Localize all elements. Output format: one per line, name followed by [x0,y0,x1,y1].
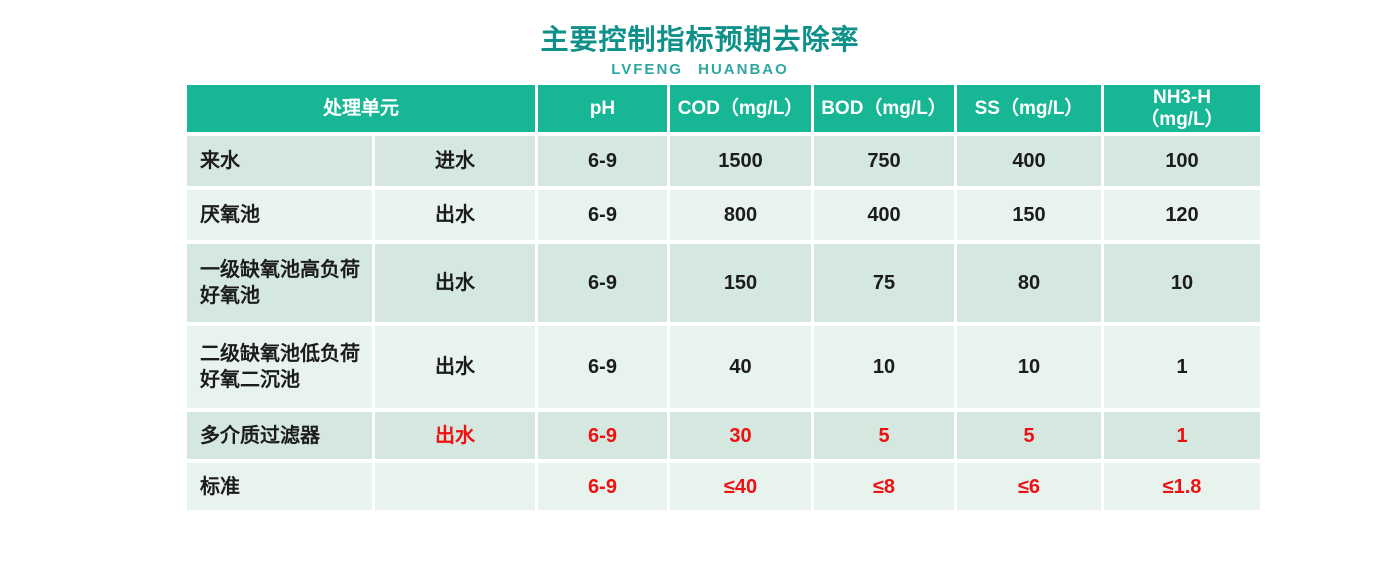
table-row-stage1-anoxic-aerobic: 一级缺氧池高负荷好氧池 出水 6-9 150 75 80 10 [187,244,1260,323]
nh3-cell: 120 [1104,190,1260,241]
bod-cell: 400 [814,190,954,241]
bod-cell: 5 [814,412,954,460]
ss-cell: 5 [957,412,1101,460]
ss-cell: ≤6 [957,463,1101,511]
table-row-multimedia-filter: 多介质过滤器 出水 6-9 30 5 5 1 [187,412,1260,460]
flow-cell: 出水 [375,244,535,323]
flow-cell: 进水 [375,136,535,187]
flow-cell: 出水 [375,412,535,460]
column-header-nh3: NH3-H （mg/L） [1104,84,1260,133]
table-row-stage2-anoxic-clarifier: 二级缺氧池低负荷好氧二沉池 出水 6-9 40 10 10 1 [187,326,1260,409]
cod-cell: 800 [670,190,811,241]
flow-cell [375,463,535,511]
column-header-ss: SS（mg/L） [957,84,1101,133]
table-row-anaerobic-tank: 厌氧池 出水 6-9 800 400 150 120 [187,190,1260,241]
column-header-unit: 处理单元 [187,84,535,133]
cod-cell: ≤40 [670,463,811,511]
column-header-cod: COD（mg/L） [670,84,811,133]
unit-cell: 多介质过滤器 [187,412,372,460]
unit-cell: 一级缺氧池高负荷好氧池 [187,244,372,323]
bod-cell: 75 [814,244,954,323]
ss-cell: 10 [957,326,1101,409]
ph-cell: 6-9 [538,244,667,323]
bod-cell: 750 [814,136,954,187]
cod-cell: 1500 [670,136,811,187]
table-row-standard: 标准 6-9 ≤40 ≤8 ≤6 ≤1.8 [187,463,1260,511]
unit-cell: 厌氧池 [187,190,372,241]
flow-cell: 出水 [375,190,535,241]
nh3-cell: 100 [1104,136,1260,187]
page-title: 主要控制指标预期去除率 [540,24,860,55]
table-row-incoming-water: 来水 进水 6-9 1500 750 400 100 [187,136,1260,187]
ph-cell: 6-9 [538,412,667,460]
cod-cell: 40 [670,326,811,409]
nh3-cell: 1 [1104,412,1260,460]
bod-cell: 10 [814,326,954,409]
unit-cell: 标准 [187,463,372,511]
header-row: 处理单元 pH COD（mg/L） BOD（mg/L） SS（mg/L） NH3… [187,84,1260,133]
cod-cell: 30 [670,412,811,460]
column-header-nh3-line2: （mg/L） [1140,108,1224,130]
indicator-table: 处理单元 pH COD（mg/L） BOD（mg/L） SS（mg/L） NH3… [184,81,1263,515]
column-header-ph: pH [538,84,667,133]
ph-cell: 6-9 [538,326,667,409]
table-container: 处理单元 pH COD（mg/L） BOD（mg/L） SS（mg/L） NH3… [184,81,1400,515]
unit-cell: 二级缺氧池低负荷好氧二沉池 [187,326,372,409]
cod-cell: 150 [670,244,811,323]
page-subtitle: LVFENG HUANBAO [611,60,789,78]
nh3-cell: ≤1.8 [1104,463,1260,511]
nh3-cell: 10 [1104,244,1260,323]
nh3-cell: 1 [1104,326,1260,409]
flow-cell: 出水 [375,326,535,409]
column-header-nh3-line1: NH3-H [1152,86,1212,108]
column-header-bod: BOD（mg/L） [814,84,954,133]
ph-cell: 6-9 [538,190,667,241]
ss-cell: 400 [957,136,1101,187]
ss-cell: 150 [957,190,1101,241]
ss-cell: 80 [957,244,1101,323]
page-header: 主要控制指标预期去除率 LVFENG HUANBAO [0,24,1400,78]
ph-cell: 6-9 [538,136,667,187]
ph-cell: 6-9 [538,463,667,511]
unit-cell: 来水 [187,136,372,187]
bod-cell: ≤8 [814,463,954,511]
